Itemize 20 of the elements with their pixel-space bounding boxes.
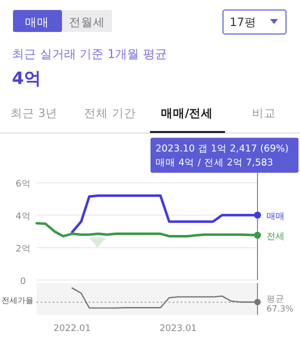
x-tick-label: 2023.01 [160,324,197,334]
y-tick-label: 2억 [16,244,30,255]
text: 매매 [25,15,49,29]
y-tick-label: 0 [20,277,26,287]
text: 비교 [252,106,276,120]
y-tick-label: 4억 [16,212,30,222]
text: 17평 [230,15,256,29]
text: 2023.10 갭 1억 2,417 (69%) [156,144,289,155]
text: 매매 4억 / 전세 2억 7,583 [156,158,274,169]
text: 최근 3년 [10,106,58,120]
text: 전체 기간 [84,106,136,120]
y-tick-label: 6억 [16,180,30,190]
y-axis-title: 전세가율 [2,296,34,305]
series-label: 매매 [266,212,284,222]
text: 최근 실거래 기준 1개월 평균 [12,47,167,61]
series-label: 전세 [266,232,284,242]
x-tick-label: 2022.01 [54,324,91,334]
ref-line-label: 평균 67.3% [266,294,294,314]
text: 매매/전세 [160,106,214,120]
text: 전월세 [69,15,105,29]
